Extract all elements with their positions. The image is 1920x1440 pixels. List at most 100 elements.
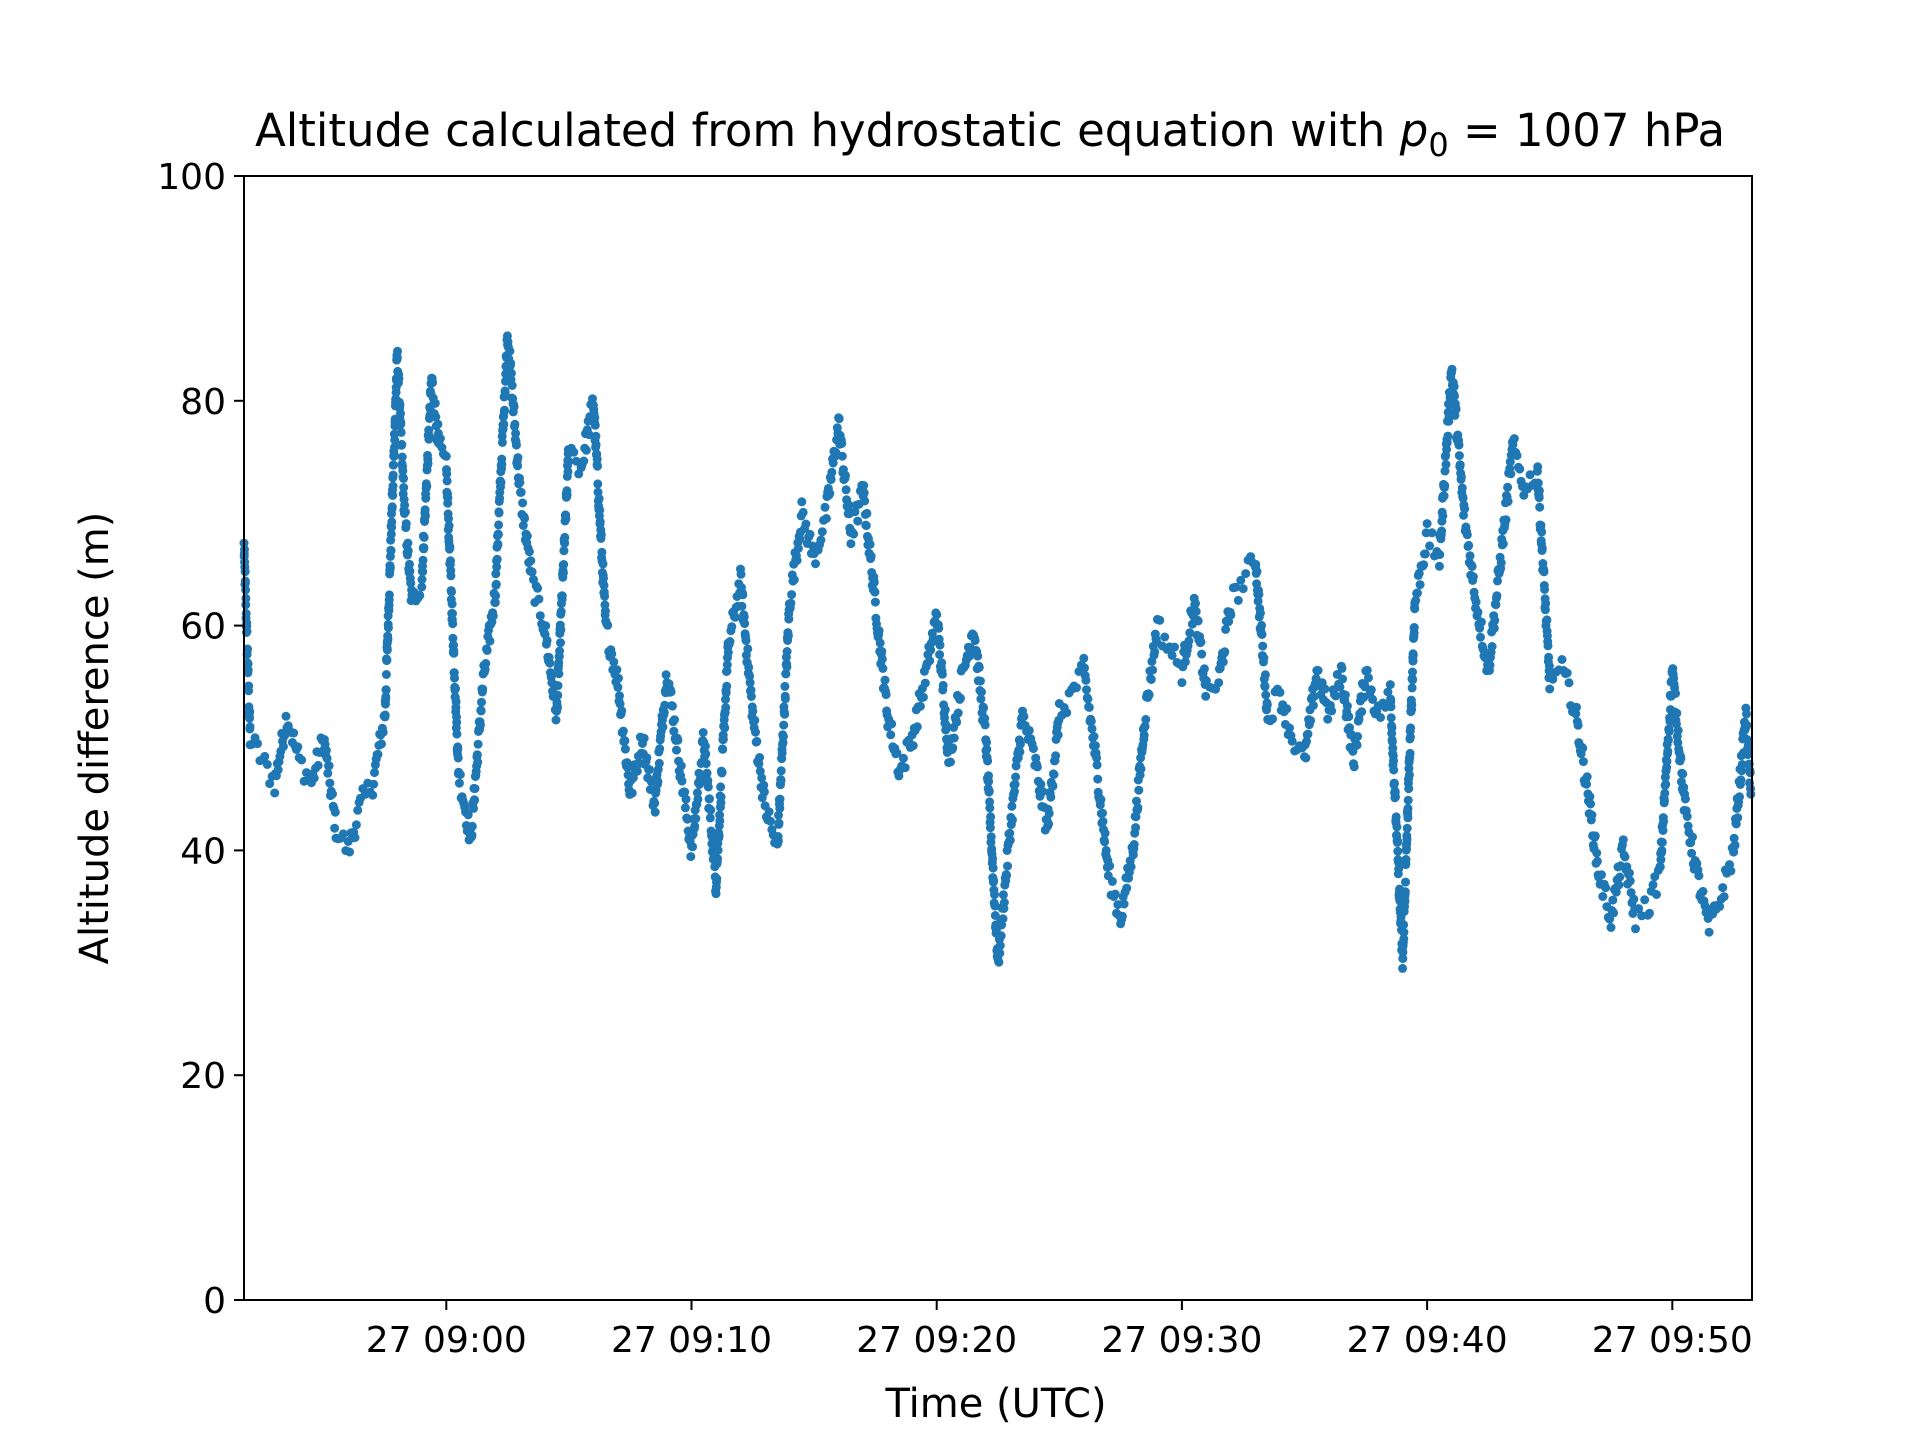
data-point xyxy=(1601,883,1611,893)
data-point xyxy=(351,820,361,830)
data-point xyxy=(1049,770,1059,779)
data-point xyxy=(953,708,963,718)
data-point xyxy=(1011,772,1021,782)
data-point xyxy=(553,703,562,713)
data-point xyxy=(1105,861,1115,871)
data-point xyxy=(433,419,443,429)
data-point xyxy=(994,957,1004,967)
data-point xyxy=(1335,682,1345,692)
data-point xyxy=(1491,600,1501,610)
data-point xyxy=(1253,596,1263,606)
data-point xyxy=(499,419,509,429)
data-point xyxy=(533,583,543,593)
data-point xyxy=(396,409,405,418)
data-point xyxy=(1679,782,1689,792)
data-point xyxy=(980,713,990,723)
data-point xyxy=(1255,608,1265,618)
data-point xyxy=(387,517,397,527)
x-tick-label: 27 09:40 xyxy=(1347,1320,1508,1361)
data-point xyxy=(1393,846,1403,856)
data-point xyxy=(1737,760,1747,769)
data-point xyxy=(323,768,333,778)
data-point xyxy=(669,726,679,736)
data-point xyxy=(324,761,334,771)
data-point xyxy=(826,475,836,485)
data-point xyxy=(1387,723,1397,733)
data-point xyxy=(1539,567,1549,577)
data-point xyxy=(442,469,452,479)
data-point xyxy=(581,445,591,455)
data-point xyxy=(1260,682,1270,692)
data-point xyxy=(591,440,601,450)
data-point xyxy=(874,626,884,636)
data-point xyxy=(599,573,608,583)
data-point xyxy=(1258,641,1268,651)
data-point xyxy=(1476,617,1486,627)
data-point xyxy=(718,734,728,744)
data-point xyxy=(1503,497,1513,506)
data-point xyxy=(497,459,507,469)
data-point xyxy=(887,719,897,729)
data-point xyxy=(713,854,722,864)
data-point xyxy=(490,598,500,608)
data-point xyxy=(1624,868,1634,878)
data-point xyxy=(711,889,721,899)
data-point xyxy=(518,498,528,508)
data-point xyxy=(253,739,262,749)
data-point xyxy=(448,619,458,629)
data-point xyxy=(1715,902,1725,911)
data-point xyxy=(1007,801,1017,811)
data-point xyxy=(999,898,1009,907)
data-point xyxy=(1496,558,1506,568)
data-point xyxy=(598,559,608,569)
data-point xyxy=(745,678,755,688)
data-point xyxy=(715,816,725,826)
data-point xyxy=(612,665,622,675)
data-point xyxy=(816,535,826,545)
data-point xyxy=(1345,723,1354,733)
data-point xyxy=(1468,572,1478,582)
data-point xyxy=(1352,740,1362,750)
data-point xyxy=(1515,464,1525,474)
data-point xyxy=(1218,657,1228,667)
data-point xyxy=(1726,866,1736,876)
data-point xyxy=(591,431,601,441)
data-point xyxy=(467,830,477,840)
data-point xyxy=(1254,590,1264,599)
data-point xyxy=(243,665,253,675)
data-point xyxy=(579,456,589,466)
data-point xyxy=(1435,550,1445,560)
data-point xyxy=(453,753,463,763)
data-point xyxy=(500,405,509,415)
data-point xyxy=(1562,668,1572,678)
data-point xyxy=(555,646,565,656)
data-point xyxy=(975,676,985,686)
data-point xyxy=(1744,744,1754,754)
data-point xyxy=(941,720,951,730)
data-point xyxy=(1467,562,1477,571)
data-point xyxy=(1451,404,1461,414)
data-point xyxy=(388,481,398,491)
data-point xyxy=(780,709,790,719)
data-point xyxy=(1404,784,1414,794)
data-point xyxy=(862,508,872,518)
data-point xyxy=(389,450,399,460)
data-point xyxy=(470,784,480,794)
data-point xyxy=(881,690,891,700)
data-point xyxy=(422,482,432,491)
data-point xyxy=(721,703,731,713)
data-point xyxy=(481,659,491,668)
data-point xyxy=(506,358,516,368)
data-point xyxy=(744,662,754,672)
data-point xyxy=(989,876,999,886)
data-point xyxy=(1400,896,1410,906)
data-point xyxy=(1038,787,1048,797)
data-point xyxy=(752,736,762,746)
data-point xyxy=(870,597,880,607)
data-point xyxy=(451,697,461,707)
data-point xyxy=(381,670,391,679)
data-point xyxy=(1349,762,1359,772)
data-point xyxy=(982,744,992,754)
data-point xyxy=(718,744,728,754)
data-point xyxy=(592,454,602,464)
